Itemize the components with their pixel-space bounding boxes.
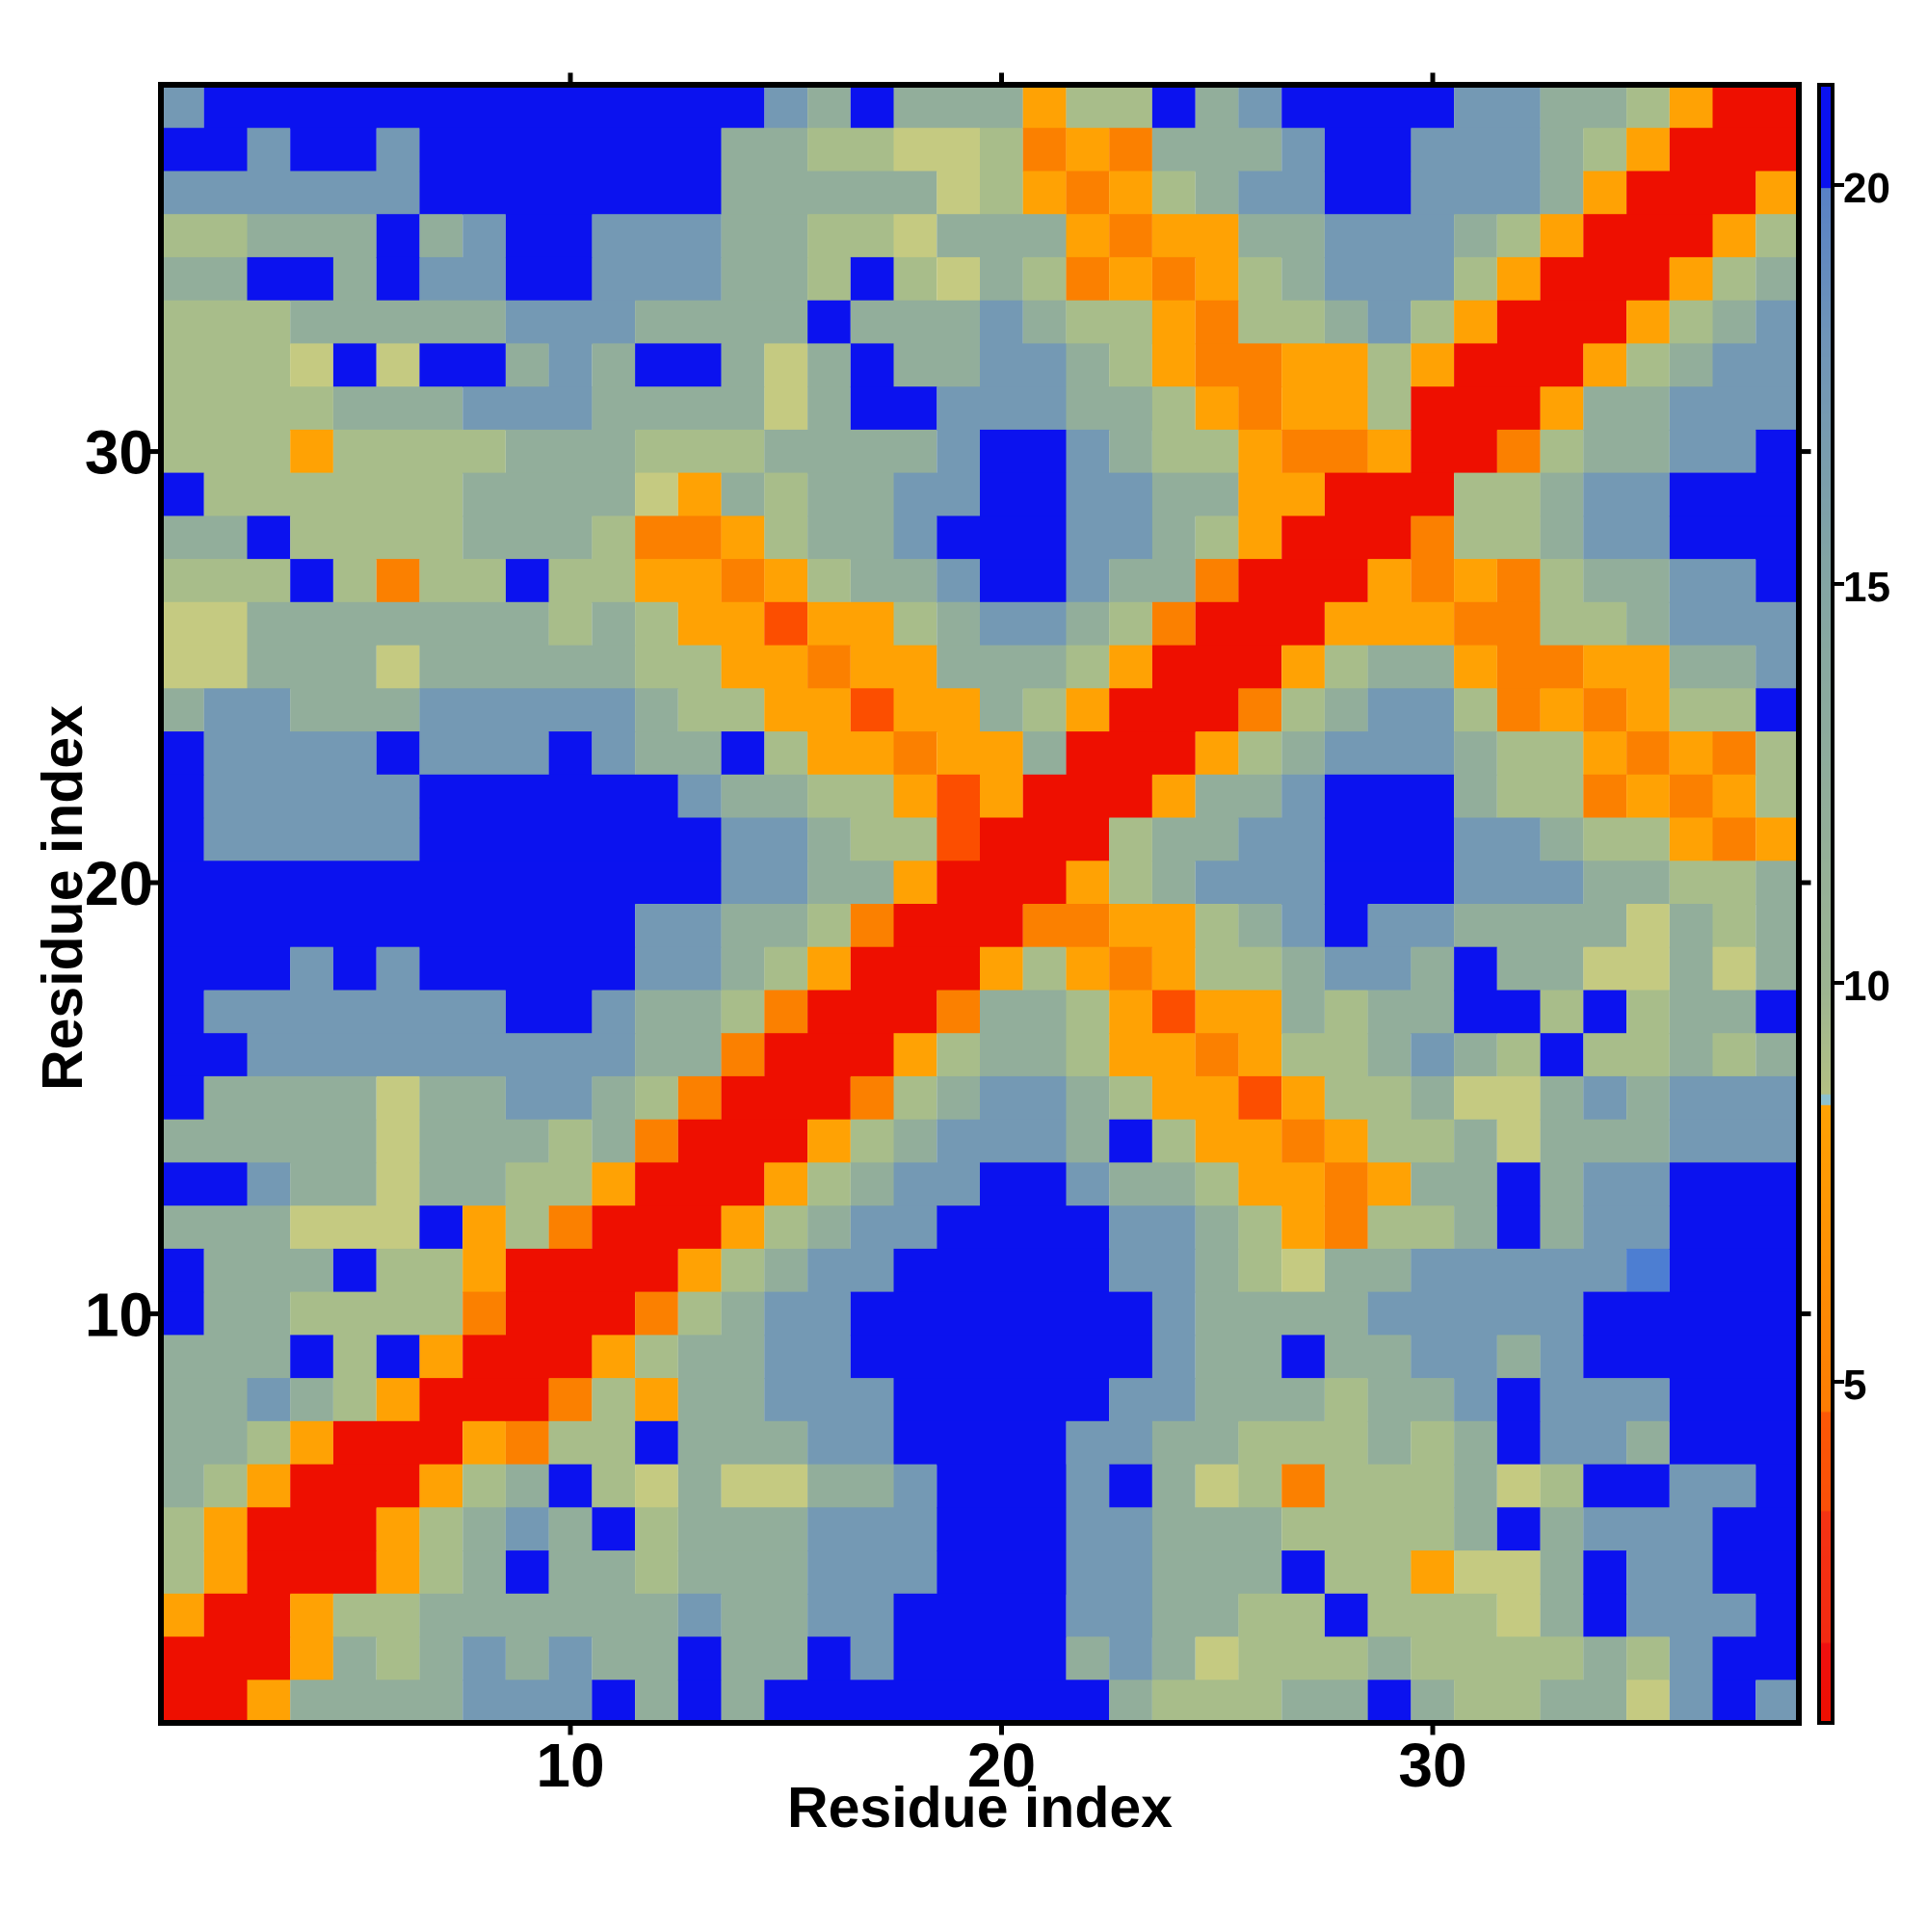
svg-text:Residue index: Residue index bbox=[787, 1776, 1173, 1839]
svg-text:20: 20 bbox=[967, 1731, 1036, 1800]
svg-text:10: 10 bbox=[1843, 963, 1890, 1010]
svg-text:10: 10 bbox=[536, 1731, 604, 1800]
svg-text:30: 30 bbox=[85, 418, 153, 488]
svg-text:5: 5 bbox=[1843, 1362, 1866, 1409]
svg-text:Residue index: Residue index bbox=[31, 705, 94, 1091]
svg-text:20: 20 bbox=[1843, 165, 1890, 212]
svg-text:15: 15 bbox=[1843, 564, 1890, 611]
svg-text:10: 10 bbox=[85, 1280, 153, 1349]
svg-text:30: 30 bbox=[1398, 1731, 1466, 1800]
svg-text:20: 20 bbox=[85, 849, 153, 918]
